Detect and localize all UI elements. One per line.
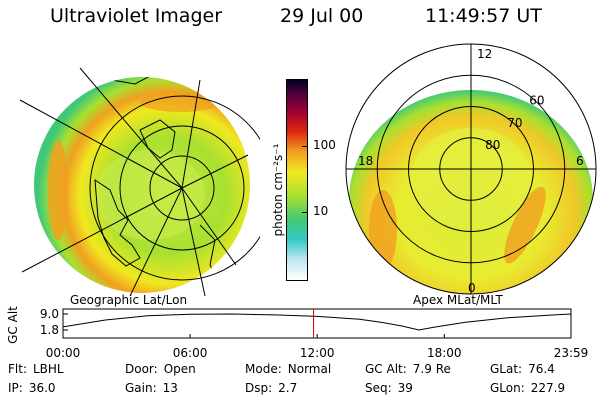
mlat-label-70: 70 bbox=[507, 116, 522, 130]
status-panel: Flt: LBHL Door: Open Mode: Normal GC Alt: 7.… bbox=[8, 362, 592, 398]
colorbar-unit-label: photon cm⁻²s⁻¹ bbox=[271, 143, 285, 237]
gain-status: Gain: 13 bbox=[125, 381, 178, 395]
x-tick-label-4: 23:59 bbox=[554, 346, 589, 360]
colorbar-tick-label-1: 10 bbox=[313, 204, 329, 219]
x-tick-label-0: 00:00 bbox=[46, 346, 81, 360]
geographic-panel bbox=[19, 67, 260, 296]
geographic-panel-label: Geographic Lat/Lon bbox=[70, 293, 188, 307]
colorbar-tick-1 bbox=[302, 212, 307, 214]
x-tick-label-1: 06:00 bbox=[173, 346, 208, 360]
ip-status: IP: 36.0 bbox=[8, 381, 56, 395]
mlat-label-80: 80 bbox=[485, 138, 500, 152]
mlt-label-18: 18 bbox=[358, 154, 373, 168]
magnetic-panel-label: Apex MLat/MLT bbox=[413, 293, 503, 307]
altitude-series-line bbox=[62, 313, 572, 331]
x-tick-label-2: 12:00 bbox=[300, 346, 335, 360]
x-tick-label-3: 18:00 bbox=[427, 346, 462, 360]
geo-latitude-status: GLat: 76.4 bbox=[490, 362, 555, 376]
polar-grid bbox=[345, 43, 597, 295]
door-status: Door: Open bbox=[125, 362, 196, 376]
mode-status: Mode: Normal bbox=[245, 362, 332, 376]
colorbar-tick-label-0: 100 bbox=[313, 137, 336, 152]
sequence-status: Seq: 39 bbox=[365, 381, 413, 395]
filter-status: Flt: LBHL bbox=[8, 362, 64, 376]
gc-altitude-status: GC Alt: 7.9 Re bbox=[365, 362, 451, 376]
orbit-altitude-chart: 9.0 1.8 00:00 06:00 12:00 18:00 23:59 bbox=[40, 307, 589, 360]
mlt-label-6: 6 bbox=[576, 154, 584, 168]
mlat-label-60: 60 bbox=[529, 94, 544, 108]
colorbar-tick-0 bbox=[302, 145, 307, 147]
intensity-colorbar bbox=[286, 79, 308, 281]
y-tick-label-0: 9.0 bbox=[40, 307, 59, 321]
image-date: 29 Jul 00 bbox=[280, 5, 364, 27]
dsp-status: Dsp: 2.7 bbox=[245, 381, 298, 395]
mlt-label-0: 0 bbox=[468, 281, 476, 295]
coastline-map-overlay bbox=[48, 77, 220, 291]
mlt-label-12: 12 bbox=[477, 47, 492, 61]
geo-longitude-status: GLon: 227.9 bbox=[490, 381, 566, 395]
lat-lon-grid bbox=[19, 67, 260, 296]
chart-frame bbox=[62, 308, 572, 339]
image-time: 11:49:57 UT bbox=[425, 5, 542, 27]
instrument-title: Ultraviolet Imager bbox=[50, 5, 223, 27]
y-tick-label-1: 1.8 bbox=[40, 323, 59, 337]
